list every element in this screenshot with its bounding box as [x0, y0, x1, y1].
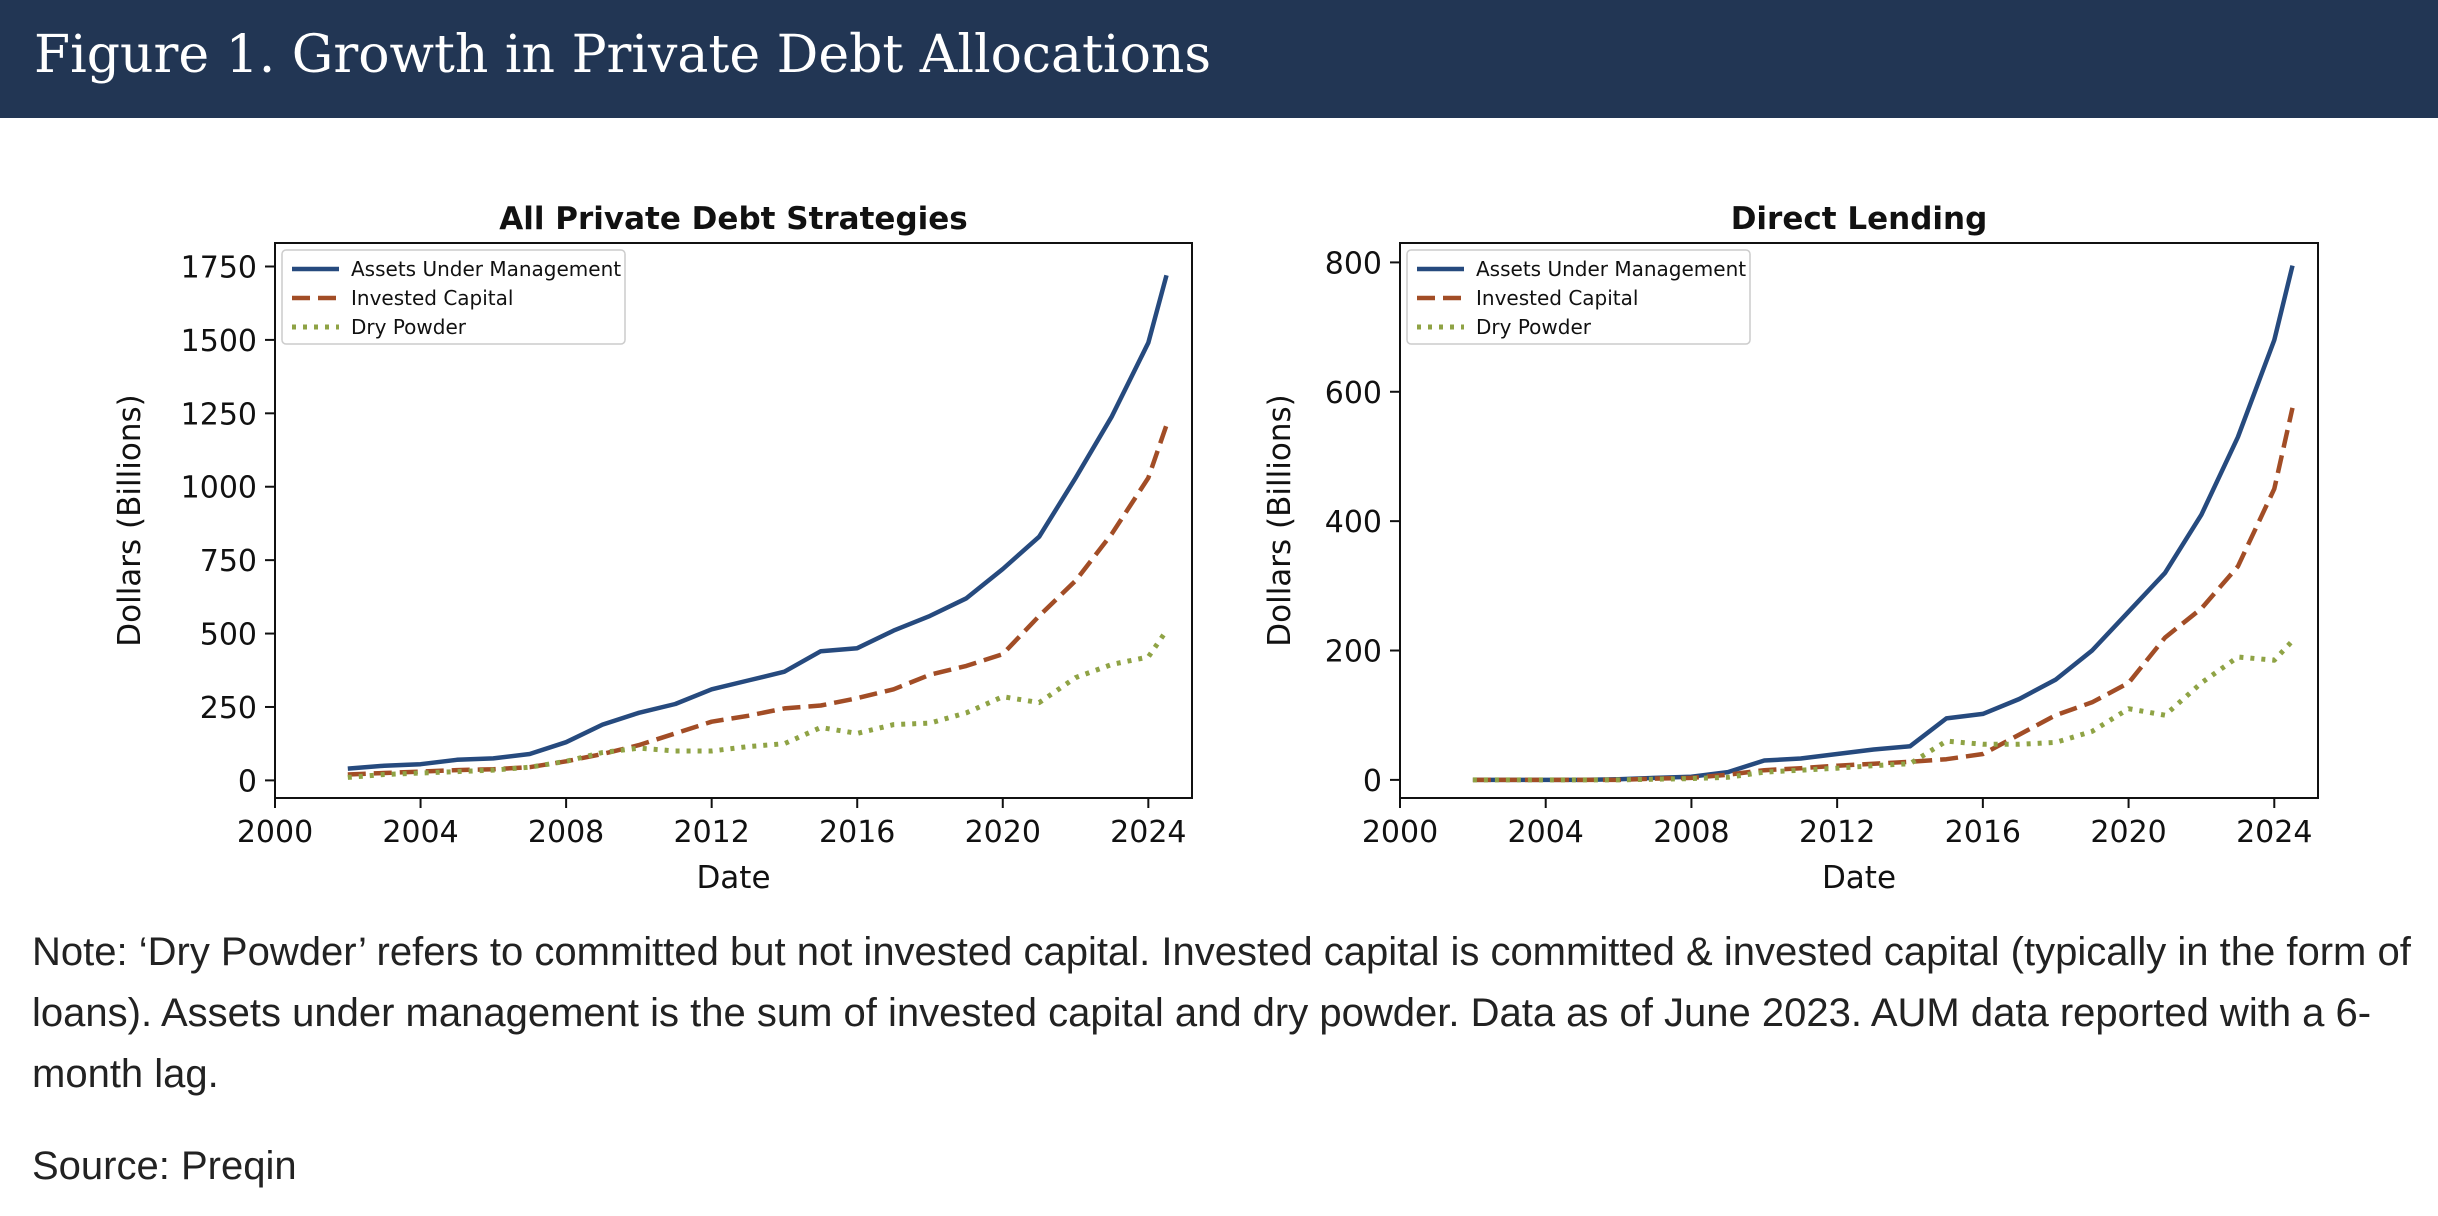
direct-lending-legend: Assets Under Management Invested Capital D… [1406, 249, 1751, 345]
all-strategies-series-assets-under-management [347, 274, 1169, 771]
all-strategies-legend: Assets Under Management Invested Capital D… [281, 249, 626, 345]
direct-lending-legend-label: Invested Capital [1476, 286, 1638, 310]
all-strategies-x-axis-label: Date [696, 860, 770, 896]
all-strategies-xtick-label: 2016 [819, 815, 895, 850]
direct-lending-ytick-label: 0 [1363, 764, 1382, 799]
all-strategies-legend-label: Assets Under Management [351, 257, 621, 281]
direct-lending-ytick-label: 600 [1325, 376, 1382, 411]
all-strategies-chart: All Private Debt Strategies 2000 2004 2008 2… [112, 201, 1193, 896]
all-strategies-series-invested-capital [347, 424, 1169, 777]
direct-lending-legend-box [1406, 249, 1751, 345]
direct-lending-ytick-label: 800 [1325, 246, 1382, 281]
all-strategies-series-dry-powder [347, 629, 1169, 780]
all-strategies-ytick-label: 1000 [181, 471, 257, 506]
all-strategies-ytick-label: 0 [238, 764, 257, 799]
all-strategies-ytick-label: 1500 [181, 324, 257, 359]
all-strategies-xtick-label: 2012 [673, 815, 749, 850]
all-strategies-ytick-label: 1750 [181, 250, 257, 285]
direct-lending-legend-label: Dry Powder [1476, 315, 1592, 339]
direct-lending-xtick-label: 2016 [1945, 815, 2021, 850]
direct-lending-title: Direct Lending [1731, 201, 1988, 237]
direct-lending-series-invested-capital [1472, 407, 2295, 783]
all-strategies-ytick-label: 500 [200, 618, 257, 653]
figure-header: Figure 1. Growth in Private Debt Allocat… [0, 0, 2438, 118]
direct-lending-ytick-label: 400 [1325, 505, 1382, 540]
direct-lending-xtick-label: 2008 [1653, 815, 1729, 850]
direct-lending-xtick-label: 2024 [2236, 815, 2312, 850]
direct-lending-xtick-label: 2000 [1362, 815, 1438, 850]
direct-lending-xtick-label: 2012 [1799, 815, 1875, 850]
all-strategies-xtick-label: 2000 [237, 815, 313, 850]
direct-lending-x-axis-label: Date [1822, 860, 1896, 896]
all-strategies-ytick-label: 750 [200, 544, 257, 579]
direct-lending-series-dry-powder [1472, 639, 2295, 783]
all-strategies-title: All Private Debt Strategies [499, 201, 967, 237]
all-strategies-y-axis-label: Dollars (Billions) [112, 394, 148, 646]
all-strategies-legend-label: Invested Capital [351, 286, 513, 310]
direct-lending-xtick-label: 2020 [2090, 815, 2166, 850]
all-strategies-legend-label: Dry Powder [351, 315, 467, 339]
figure-source: Source: Preqin [32, 1144, 297, 1188]
all-strategies-xtick-label: 2020 [965, 815, 1041, 850]
all-strategies-xtick-label: 2008 [528, 815, 604, 850]
direct-lending-y-axis-label: Dollars (Billions) [1262, 394, 1298, 646]
all-strategies-ytick-label: 1250 [181, 397, 257, 432]
direct-lending-xtick-label: 2004 [1508, 815, 1584, 850]
all-strategies-xtick-label: 2024 [1110, 815, 1186, 850]
direct-lending-legend-label: Assets Under Management [1476, 257, 1746, 281]
direct-lending-ytick-label: 200 [1325, 635, 1382, 670]
figure-note: Note: ‘Dry Powder’ refers to committed b… [32, 930, 2411, 1096]
all-strategies-plot-frame [274, 242, 1193, 799]
all-strategies-legend-box [281, 249, 626, 345]
all-strategies-xtick-label: 2004 [382, 815, 458, 850]
figure-title: Figure 1. Growth in Private Debt Allocat… [34, 25, 1212, 85]
all-strategies-ytick-label: 250 [200, 691, 257, 726]
